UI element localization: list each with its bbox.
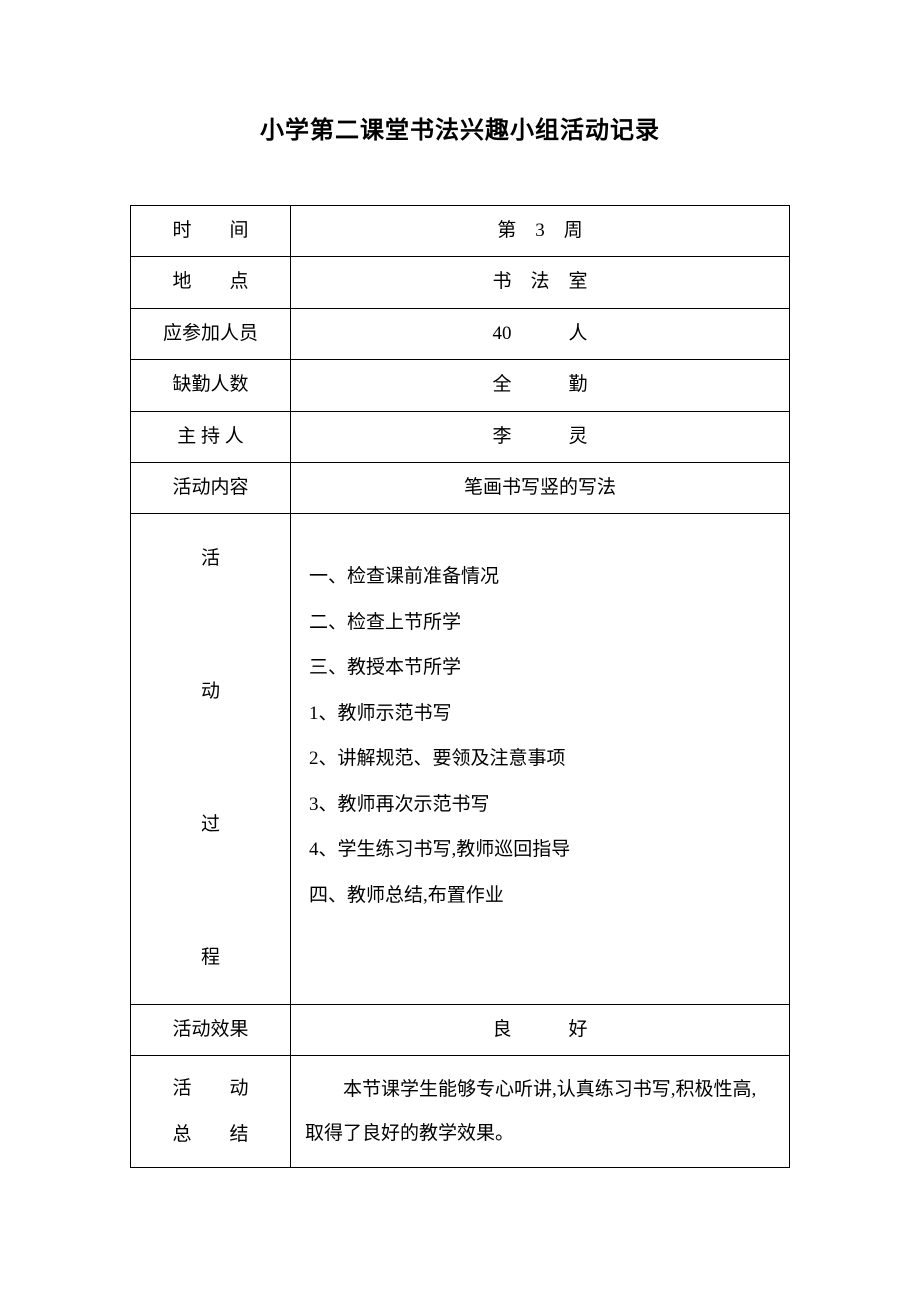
summary-label-line1: 活 动 — [172, 1078, 248, 1099]
table-row: 缺勤人数 全 勤 — [131, 360, 790, 411]
label-host: 主 持 人 — [131, 411, 291, 462]
table-row-process: 活 动 过 程 一、检查课前准备情况 二、检查上节所学 三、教授本节所学 1、教… — [131, 514, 790, 1005]
value-location: 书 法 室 — [291, 257, 790, 308]
table-row: 主 持 人 李 灵 — [131, 411, 790, 462]
process-char-1: 活 — [201, 548, 220, 569]
process-line: 2、讲解规范、要领及注意事项 — [309, 736, 771, 782]
page-title: 小学第二课堂书法兴趣小组活动记录 — [130, 110, 790, 145]
table-row: 活动内容 笔画书写竖的写法 — [131, 462, 790, 513]
table-row: 地 点 书 法 室 — [131, 257, 790, 308]
label-time: 时 间 — [131, 206, 291, 257]
process-line — [309, 919, 771, 965]
value-absent: 全 勤 — [291, 360, 790, 411]
table-row-summary: 活 动 总 结 本节课学生能够专心听讲,认真练习书写,积极性高,取得了良好的教学… — [131, 1056, 790, 1168]
label-absent: 缺勤人数 — [131, 360, 291, 411]
value-host: 李 灵 — [291, 411, 790, 462]
process-char-3: 过 — [201, 814, 220, 835]
process-char-4: 程 — [201, 947, 220, 968]
table-row: 时 间 第 3 周 — [131, 206, 790, 257]
process-line: 3、教师再次示范书写 — [309, 782, 771, 828]
process-line: 4、学生练习书写,教师巡回指导 — [309, 827, 771, 873]
process-line: 三、教授本节所学 — [309, 645, 771, 691]
label-effect: 活动效果 — [131, 1004, 291, 1055]
label-attendees: 应参加人员 — [131, 308, 291, 359]
table-row: 应参加人员 40 人 — [131, 308, 790, 359]
value-process: 一、检查课前准备情况 二、检查上节所学 三、教授本节所学 1、教师示范书写 2、… — [291, 514, 790, 1005]
process-line: 一、检查课前准备情况 — [309, 554, 771, 600]
value-time: 第 3 周 — [291, 206, 790, 257]
activity-record-table: 时 间 第 3 周 地 点 书 法 室 应参加人员 40 人 缺勤人数 全 勤 … — [130, 205, 790, 1168]
label-summary: 活 动 总 结 — [131, 1056, 291, 1168]
value-content: 笔画书写竖的写法 — [291, 462, 790, 513]
process-char-2: 动 — [201, 681, 220, 702]
value-attendees: 40 人 — [291, 308, 790, 359]
table-row: 活动效果 良 好 — [131, 1004, 790, 1055]
label-process: 活 动 过 程 — [131, 514, 291, 1005]
summary-label-line2: 总 结 — [172, 1124, 248, 1145]
label-location: 地 点 — [131, 257, 291, 308]
process-line: 二、检查上节所学 — [309, 600, 771, 646]
value-effect: 良 好 — [291, 1004, 790, 1055]
process-line: 1、教师示范书写 — [309, 691, 771, 737]
value-summary: 本节课学生能够专心听讲,认真练习书写,积极性高,取得了良好的教学效果。 — [291, 1056, 790, 1168]
process-line: 四、教师总结,布置作业 — [309, 873, 771, 919]
label-content: 活动内容 — [131, 462, 291, 513]
